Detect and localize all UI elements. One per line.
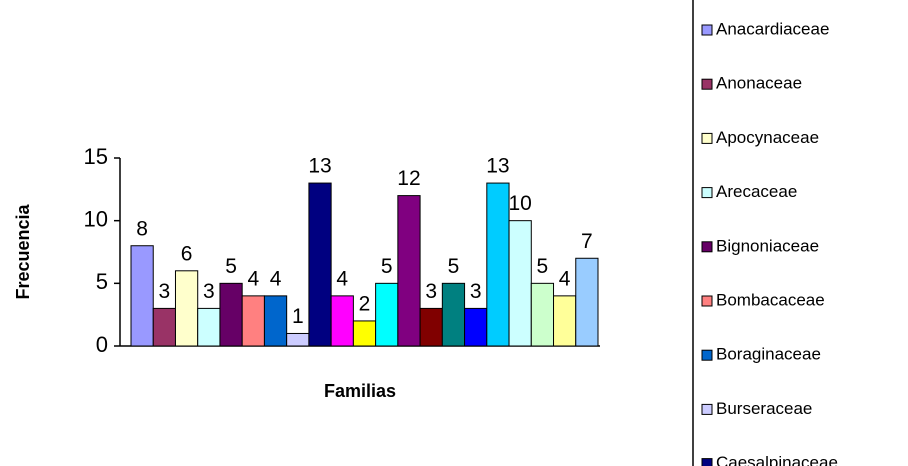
bar: [219, 282, 243, 347]
value-label: 5: [448, 255, 460, 278]
y-tick-label: 5: [96, 269, 108, 294]
value-label: 3: [203, 280, 215, 303]
bar: [286, 332, 310, 347]
legend-label: Bignoniaceae: [716, 236, 819, 255]
legend-label: Anacardiaceae: [716, 19, 829, 38]
bar: [330, 295, 354, 347]
legend-label: Anonaceae: [716, 74, 802, 93]
bar: [130, 245, 154, 347]
legend-swatch: [701, 241, 713, 253]
legend-label: Bombacaceae: [716, 290, 825, 309]
legend-swatch: [701, 132, 713, 144]
bar: [174, 270, 199, 347]
y-tick-label: 0: [96, 332, 108, 357]
legend-label: Apocynaceae: [716, 128, 819, 147]
bar: [352, 320, 377, 347]
legend-swatch: [701, 78, 713, 90]
bar: [441, 282, 466, 347]
value-label: 7: [581, 230, 593, 253]
bar: [308, 182, 332, 347]
bar: [486, 182, 510, 347]
value-label: 3: [425, 280, 437, 303]
value-label: 1: [292, 305, 304, 328]
legend-label: Caesalpinaceae: [716, 453, 838, 466]
bar: [397, 195, 421, 347]
legend-swatch: [701, 349, 713, 361]
bar: [530, 282, 555, 347]
value-label: 5: [537, 255, 549, 278]
legend-label: Burseraceae: [716, 399, 812, 418]
legend-swatch: [701, 403, 713, 415]
value-label: 12: [397, 167, 420, 190]
value-label: 2: [359, 292, 371, 315]
value-label: 4: [247, 267, 259, 290]
value-label: 4: [559, 267, 571, 290]
legend-swatch: [701, 24, 713, 36]
bar: [263, 295, 288, 347]
value-label: 3: [159, 280, 171, 303]
value-label: 4: [270, 267, 282, 290]
bar: [152, 307, 176, 347]
value-label: 4: [336, 267, 348, 290]
value-label: 5: [225, 255, 237, 278]
value-label: 3: [470, 280, 482, 303]
legend-swatch: [701, 187, 713, 199]
legend-swatch: [701, 458, 713, 466]
value-label: 8: [136, 217, 148, 240]
bar: [508, 220, 532, 347]
value-label: 5: [381, 255, 393, 278]
bar: [553, 295, 577, 347]
bar: [464, 307, 488, 347]
bar: [419, 307, 443, 347]
y-tick-label: 10: [84, 206, 108, 231]
value-label: 13: [486, 155, 509, 178]
bar: [375, 282, 399, 347]
value-label: 6: [181, 242, 193, 265]
legend-swatch: [701, 295, 713, 307]
value-label: 10: [508, 192, 531, 215]
y-tick-label: 15: [84, 144, 108, 169]
bar: [241, 295, 265, 347]
legend-label: Boraginaceae: [716, 345, 821, 364]
legend-label: Arecaceae: [716, 182, 797, 201]
x-axis-title: Familias: [324, 381, 396, 401]
bar: [197, 307, 221, 347]
y-axis-title: Frecuencia: [13, 203, 33, 299]
bar: [575, 257, 599, 347]
value-label: 13: [308, 155, 331, 178]
